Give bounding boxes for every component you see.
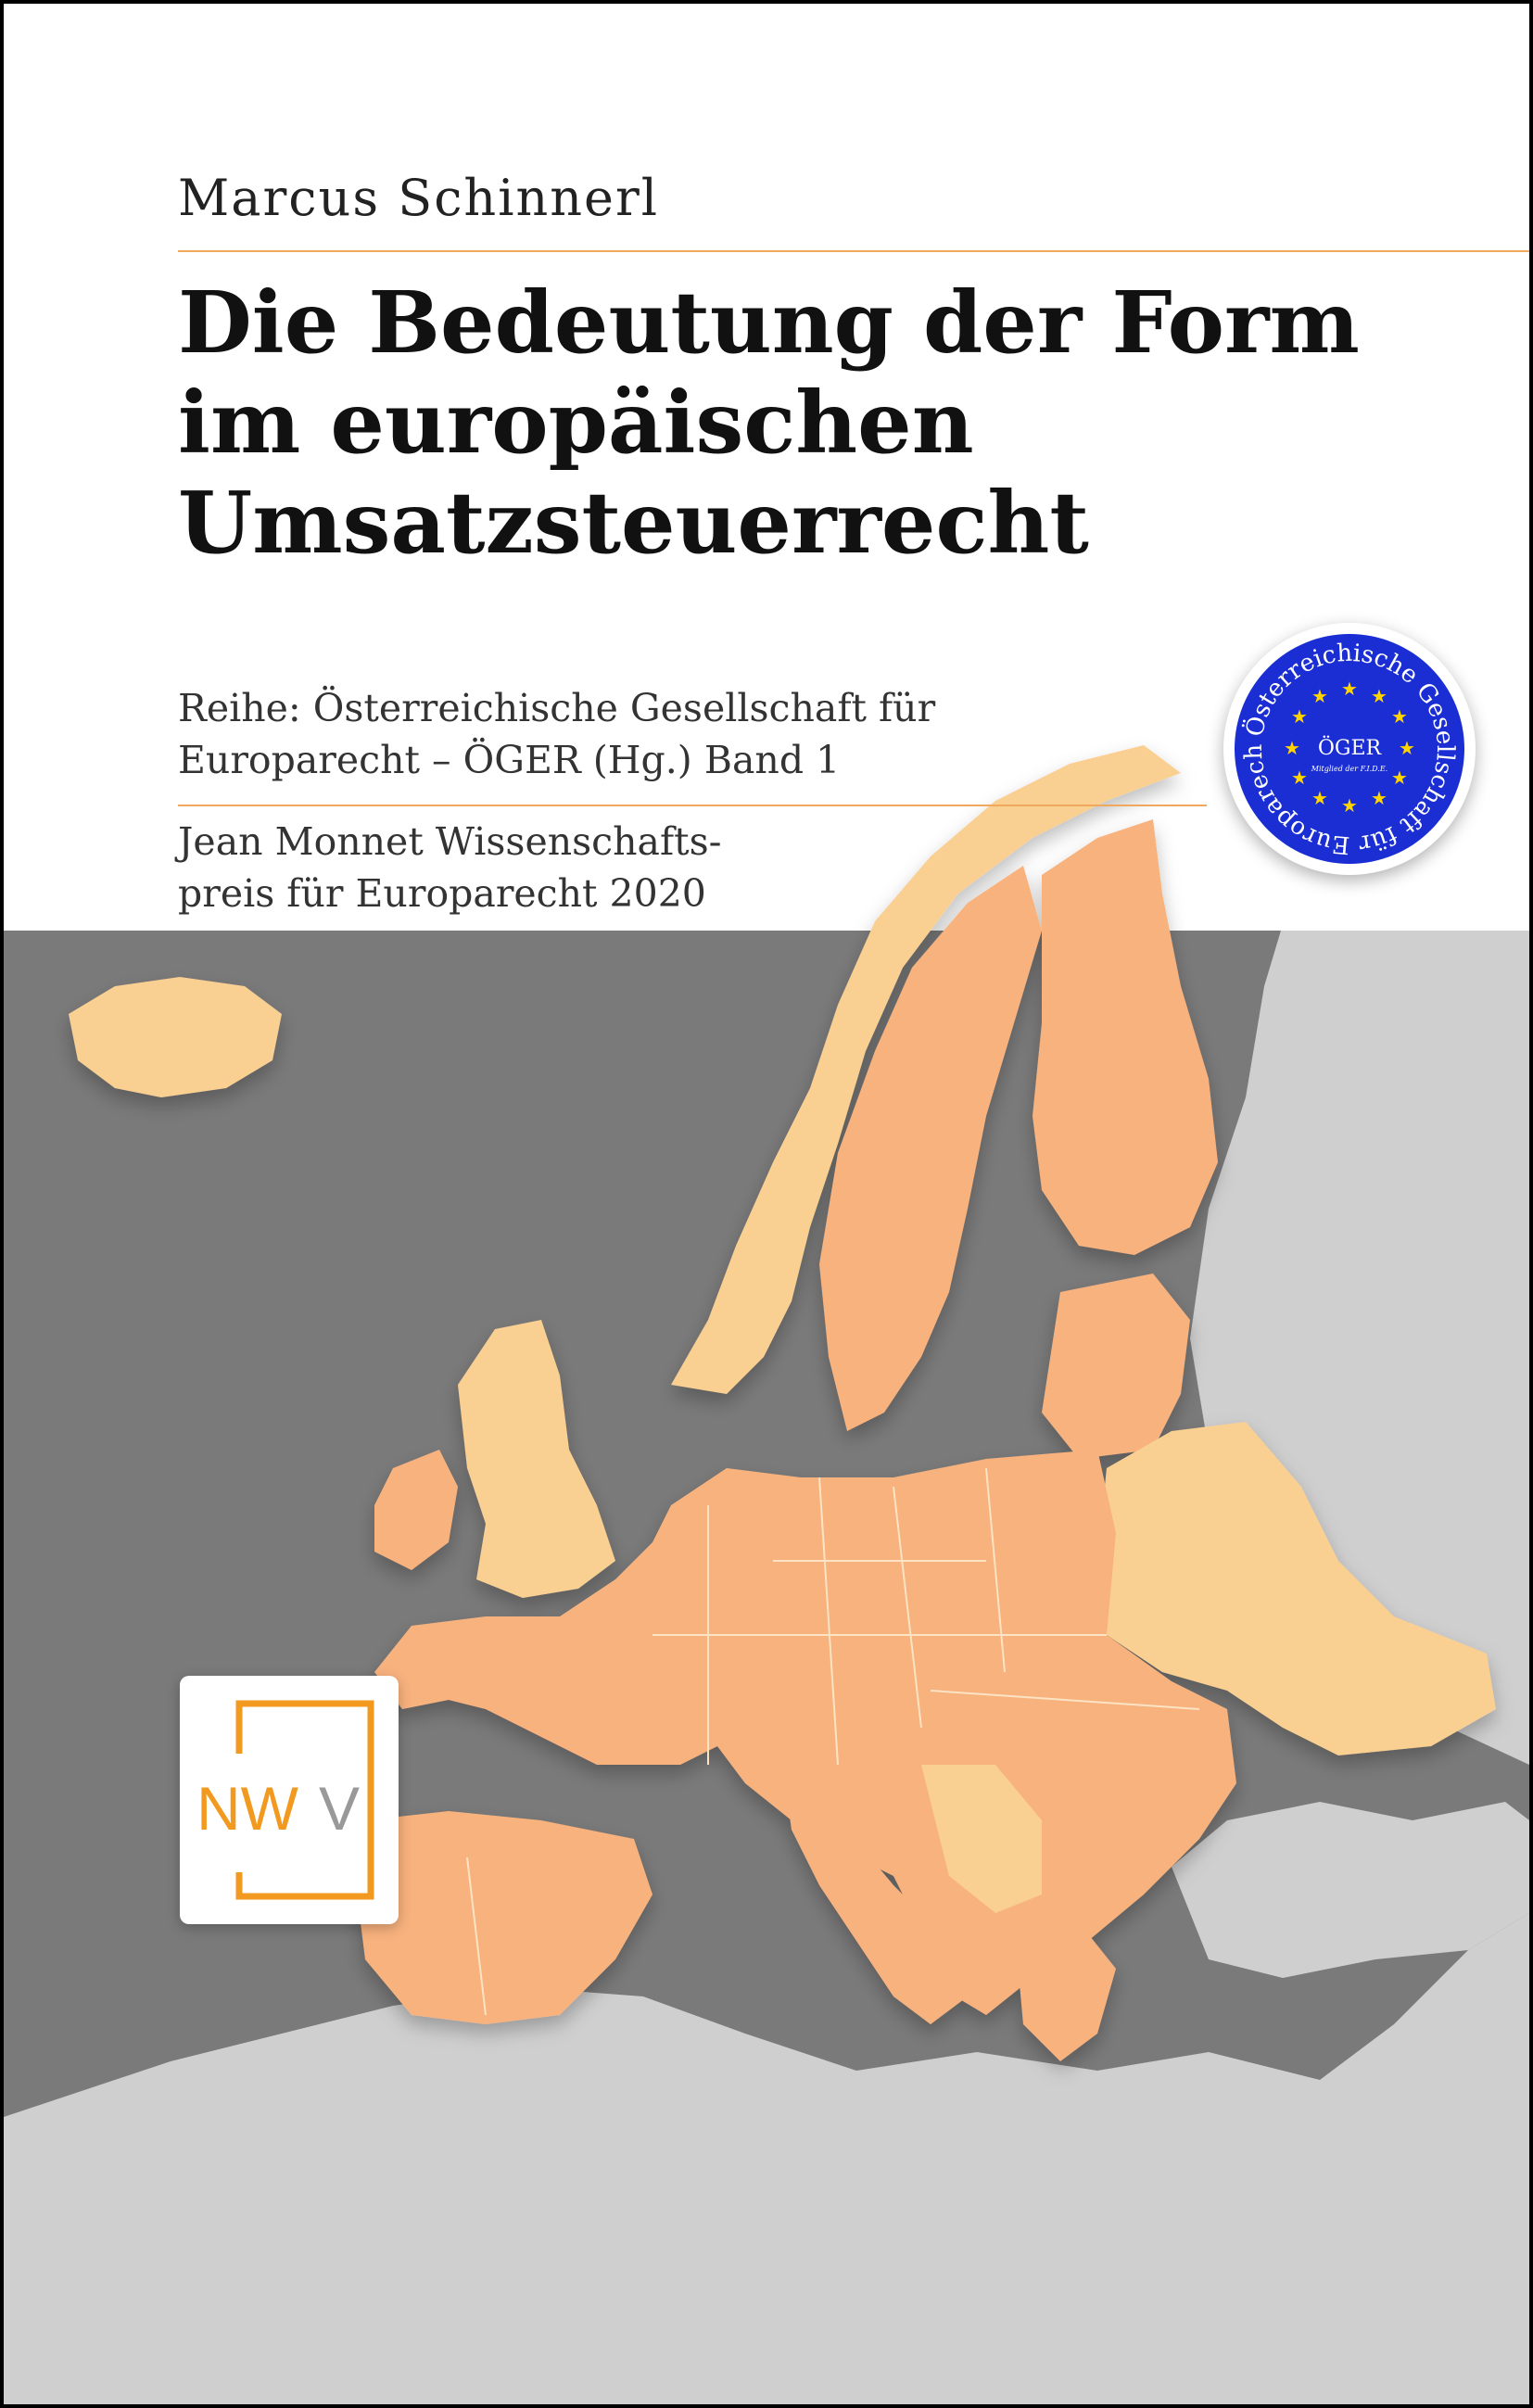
author-name: Marcus Schinnerl [178,169,660,227]
svg-text:★: ★ [1311,685,1328,707]
title-line-2: im europäischen [178,373,974,473]
map-greece [1014,1922,1116,2061]
oeger-seal: Österreichische Gesellschaft für Europar… [1219,602,1476,875]
series-line-2: Europarecht – ÖGER (Hg.) Band 1 [178,738,841,782]
map-land-africa [4,1913,1529,2404]
map-italy [782,1765,968,2024]
svg-text:★: ★ [1371,685,1387,707]
seal-sub-text: Mitglied der F.I.D.E. [1311,765,1387,773]
svg-text:★: ★ [1341,678,1358,700]
series-rule [178,805,1207,806]
svg-text:★: ★ [1311,787,1328,809]
svg-text:★: ★ [1341,794,1358,817]
nwv-logo-graphic: NW V [196,1700,374,1900]
map-iberia [356,1811,652,2024]
svg-text:★: ★ [1371,787,1387,809]
book-title: Die Bedeutung der Form im europäischen U… [178,272,1360,573]
map-baltics [1042,1274,1190,1459]
map-land-russia [1190,782,1529,1765]
prize-info: Jean Monnet Wissenschafts- preis für Eur… [178,816,722,919]
svg-text:★: ★ [1291,705,1308,728]
svg-text:★: ★ [1391,767,1408,789]
svg-text:★: ★ [1284,737,1300,759]
series-info: Reihe: Österreichische Gesellschaft für … [178,682,935,786]
map-uk [458,1320,615,1598]
map-norway [671,745,1181,1394]
svg-text:★: ★ [1291,767,1308,789]
oeger-seal-graphic: Österreichische Gesellschaft für Europar… [1219,602,1464,864]
logo-text-v: V [319,1774,360,1843]
prize-line-2: preis für Europarecht 2020 [178,871,706,916]
header-rule [178,250,1529,252]
seal-center-text: ÖGER [1318,735,1383,760]
publisher-logo: NW V [180,1676,399,1924]
map-ukraine-belarus [1097,1422,1496,1755]
svg-text:★: ★ [1391,705,1408,728]
map-ireland [374,1450,458,1570]
prize-line-1: Jean Monnet Wissenschafts- [178,819,722,864]
map-borders [466,1467,1200,2016]
svg-text:★: ★ [1399,737,1415,759]
series-line-1: Reihe: Österreichische Gesellschaft für [178,686,936,730]
map-balkans [921,1765,1042,1913]
map-land-turkey [1172,1802,1529,1978]
logo-text-nw: NW [196,1774,299,1843]
title-line-3: Umsatzsteuerrecht [178,473,1089,573]
map-finland [1033,819,1218,1255]
title-line-1: Die Bedeutung der Form [178,272,1360,373]
map-iceland [69,977,282,1097]
map-sweden [819,866,1042,1431]
